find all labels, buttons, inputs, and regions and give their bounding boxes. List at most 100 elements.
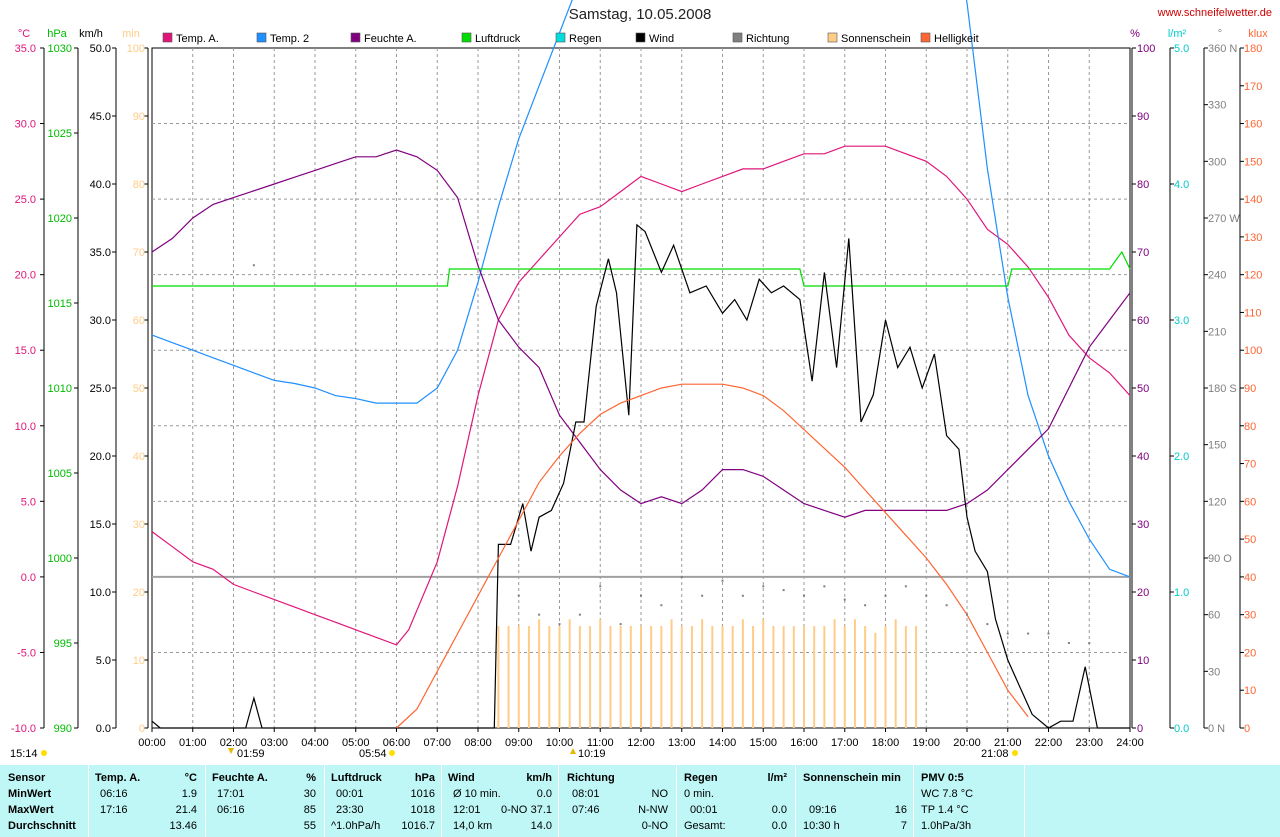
stats-wind-max-dir: 0-NO xyxy=(501,804,528,816)
direction-tick-label: 30 xyxy=(1208,666,1220,678)
stats-pressure-max-time: 23:30 xyxy=(336,804,364,816)
stats-sun-max-time: 09:16 xyxy=(809,804,837,816)
stats-temp-avg-val: 13.46 xyxy=(169,820,197,832)
statistics-table: Sensor MinWert MaxWert Durchschnitt Temp… xyxy=(0,765,1280,837)
direction-tick-label: 180 S xyxy=(1208,383,1237,395)
direction-tick-label: 210 xyxy=(1208,326,1226,338)
stats-direction-avg-val: 0-NO xyxy=(641,820,668,832)
x-tick-label: 20:00 xyxy=(953,737,981,749)
stats-temp-unit: °C xyxy=(184,772,197,784)
time-marker-sunrise-min: 01:59 xyxy=(237,748,265,760)
moon-up-icon xyxy=(570,748,576,754)
stats-max-label: MaxWert xyxy=(8,804,54,816)
wind-tick-label: 30.0 xyxy=(90,315,111,327)
direction-point xyxy=(721,579,724,582)
x-tick-label: 22:00 xyxy=(1035,737,1063,749)
stats-pressure-min-val: 1016 xyxy=(410,788,435,800)
series-line-helligkeit xyxy=(396,383,1029,729)
direction-tick-label: 120 xyxy=(1208,496,1226,508)
stats-direction-max-val: N-NW xyxy=(638,804,668,816)
rain-tick-label: 1.0 xyxy=(1174,587,1189,599)
sun-tick-label: 20 xyxy=(133,587,145,599)
sun-tick-label: 90 xyxy=(133,111,145,123)
humidity-tick-label: 70 xyxy=(1137,247,1149,259)
light-tick-label: 60 xyxy=(1244,496,1256,508)
wind-tick-label: 15.0 xyxy=(90,519,111,531)
stats-rain-unit: l/m² xyxy=(767,772,787,784)
sun-tick-label: 30 xyxy=(133,519,145,531)
stats-temp-min-val: 1.9 xyxy=(181,788,197,800)
direction-tick-label: 60 xyxy=(1208,610,1220,622)
direction-point xyxy=(701,594,704,597)
wind-tick-label: 45.0 xyxy=(90,111,111,123)
stats-pressure-col: Luftdruck hPa 00:01 1016 23:30 1018 ^1.0… xyxy=(325,765,441,837)
sun-tick-label: 50 xyxy=(133,383,145,395)
humidity-tick-label: 90 xyxy=(1137,111,1149,123)
direction-point xyxy=(741,594,744,597)
direction-unit-label: ° xyxy=(1218,28,1222,40)
direction-point xyxy=(884,594,887,597)
direction-point xyxy=(1067,642,1070,644)
direction-point xyxy=(966,613,968,616)
direction-point xyxy=(945,604,948,607)
stats-temp-max-time: 17:16 xyxy=(100,804,128,816)
stats-direction-max-time: 07:46 xyxy=(572,804,600,816)
light-unit-label: klux xyxy=(1248,28,1268,40)
legend-label: Helligkeit xyxy=(934,33,979,45)
x-tick-label: 15:00 xyxy=(749,737,777,749)
light-tick-label: 180 xyxy=(1244,43,1262,55)
stats-wind-min-time: Ø 10 min. xyxy=(453,788,501,800)
x-tick-label: 19:00 xyxy=(912,737,940,749)
x-tick-label: 17:00 xyxy=(831,737,859,749)
direction-point xyxy=(1027,632,1030,635)
stats-direction-min-time: 08:01 xyxy=(572,788,600,800)
stats-direction-header: Richtung xyxy=(567,772,615,784)
temp-unit-label: °C xyxy=(18,28,30,40)
x-tick-label: 00:00 xyxy=(138,737,166,749)
stats-pmv-line1: WC 7.8 °C xyxy=(921,788,974,800)
chart-series xyxy=(151,0,1131,729)
stats-sun-avg-label: 10:30 h xyxy=(803,820,840,832)
light-tick-label: 50 xyxy=(1244,534,1256,546)
stats-rain-min-time: 0 min. xyxy=(684,788,714,800)
legend-label: Temp. A. xyxy=(176,33,219,45)
direction-point xyxy=(640,594,642,597)
legend-label: Wind xyxy=(649,33,674,45)
stats-avg-label: Durchschnitt xyxy=(8,820,76,832)
stats-pressure-unit: hPa xyxy=(414,772,435,784)
stats-direction-col: Richtung 08:01 NO 07:46 N-NW 0-NO xyxy=(559,765,676,837)
stats-pmv-header: PMV 0:5 xyxy=(921,772,964,784)
stats-rain-avg-val: 0.0 xyxy=(771,820,787,832)
direction-tick-label: 360 N xyxy=(1208,43,1237,55)
stats-wind-header: Wind xyxy=(448,772,475,784)
stats-rain-avg-label: Gesamt: xyxy=(684,820,726,832)
direction-point xyxy=(660,604,663,607)
stats-sun-avg-val: 7 xyxy=(900,820,907,832)
pressure-tick-label: 1000 xyxy=(48,553,72,565)
website-link[interactable]: www.schneifelwetter.de xyxy=(1157,7,1272,19)
direction-tick-label: 150 xyxy=(1208,440,1226,452)
legend-swatch xyxy=(920,32,931,43)
x-tick-label: 02:00 xyxy=(220,737,248,749)
legend-swatch xyxy=(827,32,838,43)
time-marker-left: 15:14 xyxy=(10,748,38,760)
direction-tick-label: 240 xyxy=(1208,270,1226,282)
x-tick-label: 09:00 xyxy=(505,737,533,749)
temp-tick-label: 20.0 xyxy=(15,270,36,282)
sun-tick-label: 0 xyxy=(139,723,145,735)
legend-label: Feuchte A. xyxy=(364,33,417,45)
legend-label: Luftdruck xyxy=(475,33,521,45)
direction-point xyxy=(823,585,826,588)
pressure-tick-label: 1030 xyxy=(48,43,72,55)
pressure-tick-label: 1010 xyxy=(48,383,72,395)
rain-tick-label: 2.0 xyxy=(1174,451,1189,463)
stats-sun-header: Sonnenschein min xyxy=(803,772,901,784)
rain-tick-label: 0.0 xyxy=(1174,723,1189,735)
humidity-tick-label: 80 xyxy=(1137,179,1149,191)
wind-tick-label: 0.0 xyxy=(96,723,111,735)
direction-tick-label: 330 xyxy=(1208,100,1226,112)
stats-temp-max-val: 21.4 xyxy=(175,804,197,816)
wind-tick-label: 10.0 xyxy=(90,587,111,599)
x-tick-label: 04:00 xyxy=(301,737,329,749)
humidity-unit-label: % xyxy=(1130,28,1140,40)
